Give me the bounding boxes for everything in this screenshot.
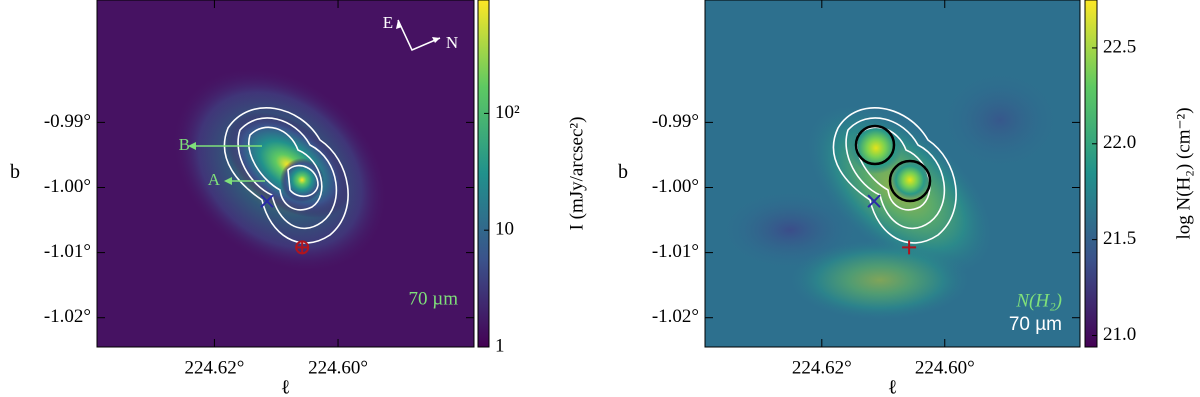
- band-label: 70 µm: [409, 288, 459, 309]
- colorbar: [1084, 0, 1098, 348]
- y-tick-label: -1.01°: [652, 241, 699, 262]
- colorbar-tick-label: 21.0: [1103, 324, 1136, 345]
- source-marker: [902, 240, 917, 255]
- colorbar: [477, 0, 490, 348]
- plot-frame: [704, 0, 1081, 348]
- y-tick-label: -0.99°: [652, 111, 699, 132]
- compass-label: E: [383, 13, 393, 32]
- y-axis-label: b: [10, 161, 20, 183]
- band-label: 70 µm: [1009, 314, 1062, 335]
- map-label: N(H₂): [1015, 290, 1062, 311]
- y-tick-label: -1.02°: [652, 306, 699, 327]
- compass-label: N: [446, 33, 458, 52]
- x-tick-label: 224.60°: [308, 357, 368, 378]
- y-tick-label: -1.00°: [44, 176, 91, 197]
- y-tick-label: -1.00°: [652, 176, 699, 197]
- colorbar-tick-label: 22.0: [1103, 132, 1136, 153]
- source-marker: [867, 194, 881, 208]
- colorbar-tick-label: 10²: [495, 102, 520, 123]
- arrow-label: A: [208, 170, 221, 189]
- x-tick-label: 224.62°: [792, 357, 852, 378]
- arrow-label: B: [179, 135, 190, 154]
- source-marker: [295, 240, 310, 255]
- y-tick-label: -0.99°: [44, 111, 91, 132]
- colorbar-tick-label: 22.5: [1103, 36, 1136, 57]
- colorbar-tick-label: 21.5: [1103, 228, 1136, 249]
- annotation-arrows: [188, 19, 441, 185]
- y-axis-label: b: [618, 161, 628, 183]
- colorbar-tick-label: 10: [495, 219, 514, 240]
- image: [705, 0, 1080, 347]
- plot-frame: [96, 0, 475, 348]
- colorbar-label: log N(H₂) (cm⁻²): [1173, 107, 1194, 239]
- y-tick-label: -1.02°: [44, 306, 91, 327]
- x-axis-label: ℓ: [281, 377, 291, 397]
- colorbar-tick-label: 1: [495, 335, 505, 356]
- x-axis-label: ℓ: [888, 377, 898, 397]
- y-tick-label: -1.01°: [44, 241, 91, 262]
- source-marker: [260, 194, 274, 208]
- image: [97, 0, 474, 347]
- x-tick-label: 224.60°: [915, 357, 975, 378]
- x-tick-label: 224.62°: [184, 357, 244, 378]
- colorbar-label: I (mJy/arcsec²): [566, 117, 587, 231]
